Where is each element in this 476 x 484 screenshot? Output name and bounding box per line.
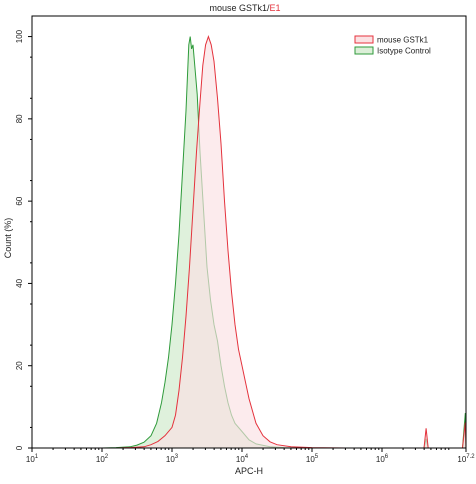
x-tick-label: 106 <box>376 454 389 464</box>
x-tick-label: 104 <box>236 454 249 464</box>
legend-swatch-mouse-gstk1 <box>354 35 374 44</box>
series-layer <box>32 35 467 449</box>
x-axis-label: APC-H <box>235 466 263 476</box>
y-tick-label: 0 <box>15 445 24 450</box>
chart-title-gate: E1 <box>270 3 281 13</box>
y-tick-label: 60 <box>15 196 24 205</box>
chart-title-sep: / <box>267 3 270 13</box>
chart-title-main: mouse GSTk1 <box>209 3 267 13</box>
plot-frame <box>31 15 467 449</box>
y-axis-label: Count (%) <box>3 218 13 259</box>
series-fill-isotype-control <box>32 36 466 448</box>
y-tick-label: 20 <box>15 361 24 370</box>
legend-swatch-isotype-control <box>354 46 374 55</box>
series-line-mouse-gstk1 <box>32 35 467 449</box>
legend-label-mouse-gstk1: mouse GSTk1 <box>377 36 429 45</box>
legend-label-isotype-control: Isotype Control <box>377 47 431 56</box>
x-tick-label: 103 <box>166 454 179 464</box>
y-tick-label: 80 <box>15 114 24 123</box>
y-axis: 0 20 40 60 80 100 <box>15 29 32 450</box>
series-fill-mouse-gstk1 <box>32 36 466 448</box>
chart-title: mouse GSTk1/E1 <box>209 3 280 13</box>
y-tick-label: 100 <box>15 29 24 43</box>
x-tick-label: 107.2 <box>457 454 475 464</box>
x-tick-label: 102 <box>96 454 109 464</box>
x-axis: 101 102 103 104 105 106 107.2 <box>26 448 475 464</box>
x-tick-label: 101 <box>26 454 39 464</box>
series-line-isotype-control <box>32 36 467 449</box>
legend: mouse GSTk1 Isotype Control <box>354 35 431 56</box>
x-tick-label: 105 <box>306 454 319 464</box>
y-tick-label: 40 <box>15 278 24 287</box>
